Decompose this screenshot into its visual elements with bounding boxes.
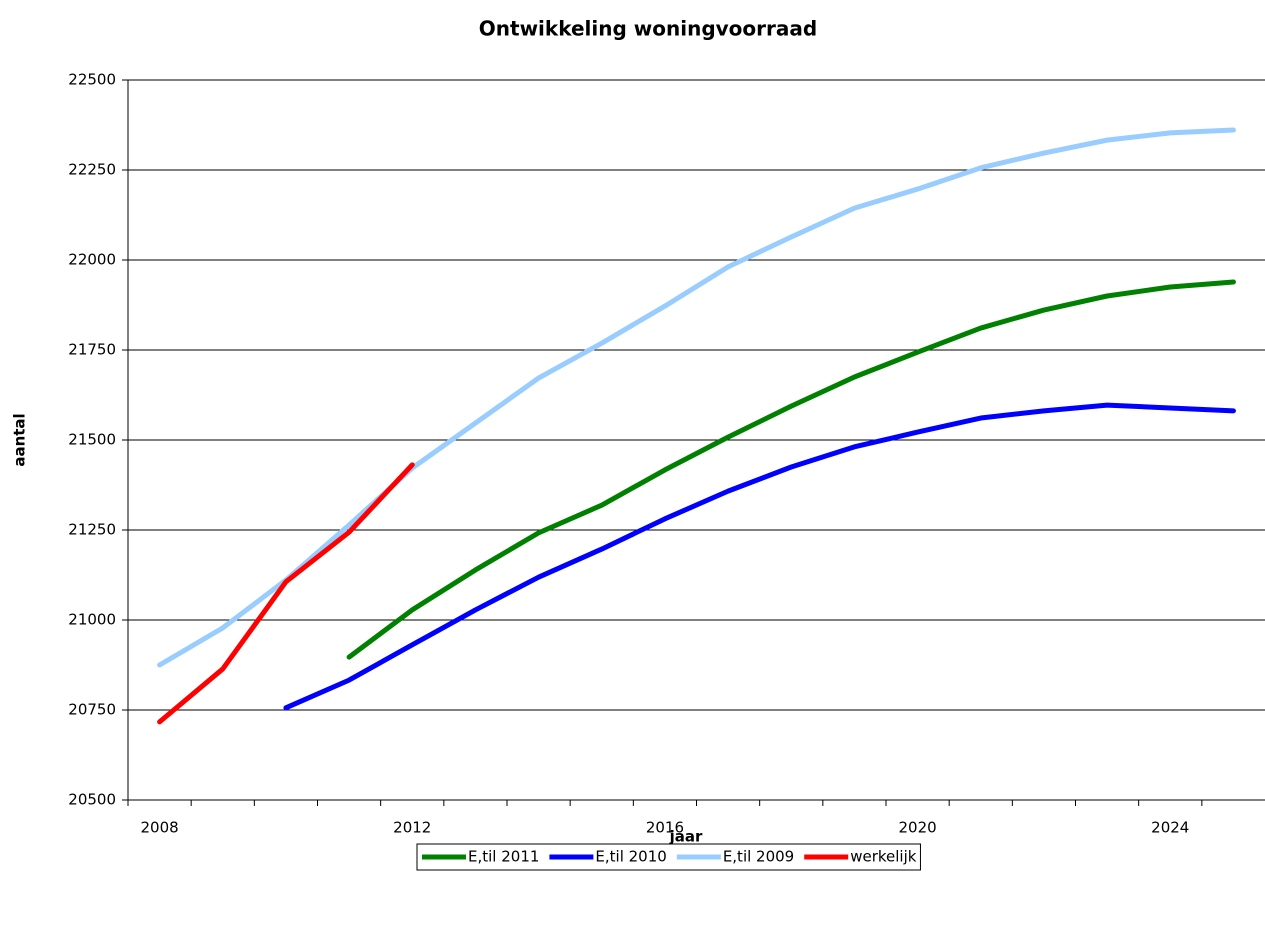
x-tick-label: 2012	[393, 819, 431, 837]
line-series	[157, 462, 415, 725]
x-tick-label: 2016	[646, 819, 684, 837]
x-axis-label: jaar	[669, 828, 703, 846]
legend-label: E,til 2011	[468, 848, 539, 866]
line-series	[346, 279, 1236, 660]
y-tick-label: 22250	[68, 161, 116, 179]
y-tick-label: 20750	[68, 701, 116, 719]
y-tick-label: 20500	[68, 791, 116, 809]
y-tick-label: 21750	[68, 341, 116, 359]
y-tick-label: 22000	[68, 251, 116, 269]
legend-label: E,til 2010	[595, 848, 666, 866]
x-tick-label: 2020	[898, 819, 936, 837]
line-series	[283, 402, 1236, 711]
legend: E,til 2011 E,til 2010 E,til 2009 werkelijk	[416, 843, 921, 871]
legend-label: werkelijk	[850, 848, 917, 866]
y-tick-label: 21250	[68, 521, 116, 539]
x-tick-label: 2008	[140, 819, 178, 837]
y-tick-label: 22500	[68, 71, 116, 89]
line-series	[157, 127, 1236, 668]
x-tick-label: 2024	[1151, 819, 1189, 837]
legend-label: E,til 2009	[723, 848, 794, 866]
y-axis-label: aantal	[11, 413, 29, 466]
chart-title: Ontwikkeling woningvoorraad	[479, 17, 817, 41]
y-tick-label: 21000	[68, 611, 116, 629]
y-tick-label: 21500	[68, 431, 116, 449]
